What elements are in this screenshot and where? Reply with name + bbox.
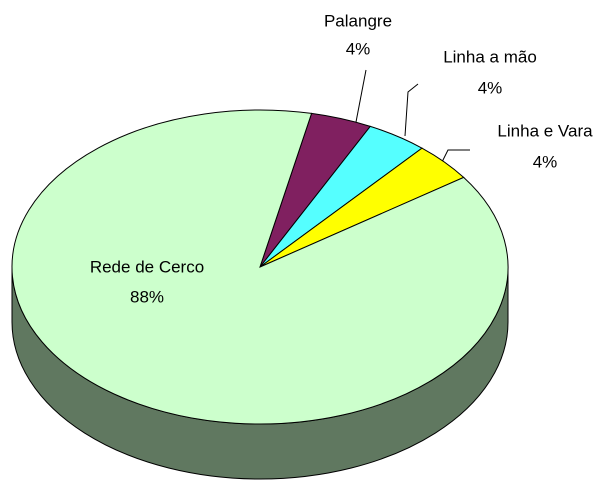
slice-value-label: 4%: [478, 78, 503, 97]
leader-line: [404, 83, 419, 137]
slice-label: Linha e Vara: [497, 121, 593, 140]
slice-value-label: 4%: [533, 152, 558, 171]
leader-line: [355, 69, 367, 123]
slice-label: Linha a mão: [443, 47, 537, 66]
pie-slice: [11, 109, 509, 425]
leader-line: [441, 149, 470, 163]
slice-value-label: 4%: [346, 39, 371, 58]
slice-value-label: 88%: [130, 287, 164, 306]
slice-label: Palangre: [324, 11, 392, 30]
slice-label: Rede de Cerco: [90, 257, 204, 276]
